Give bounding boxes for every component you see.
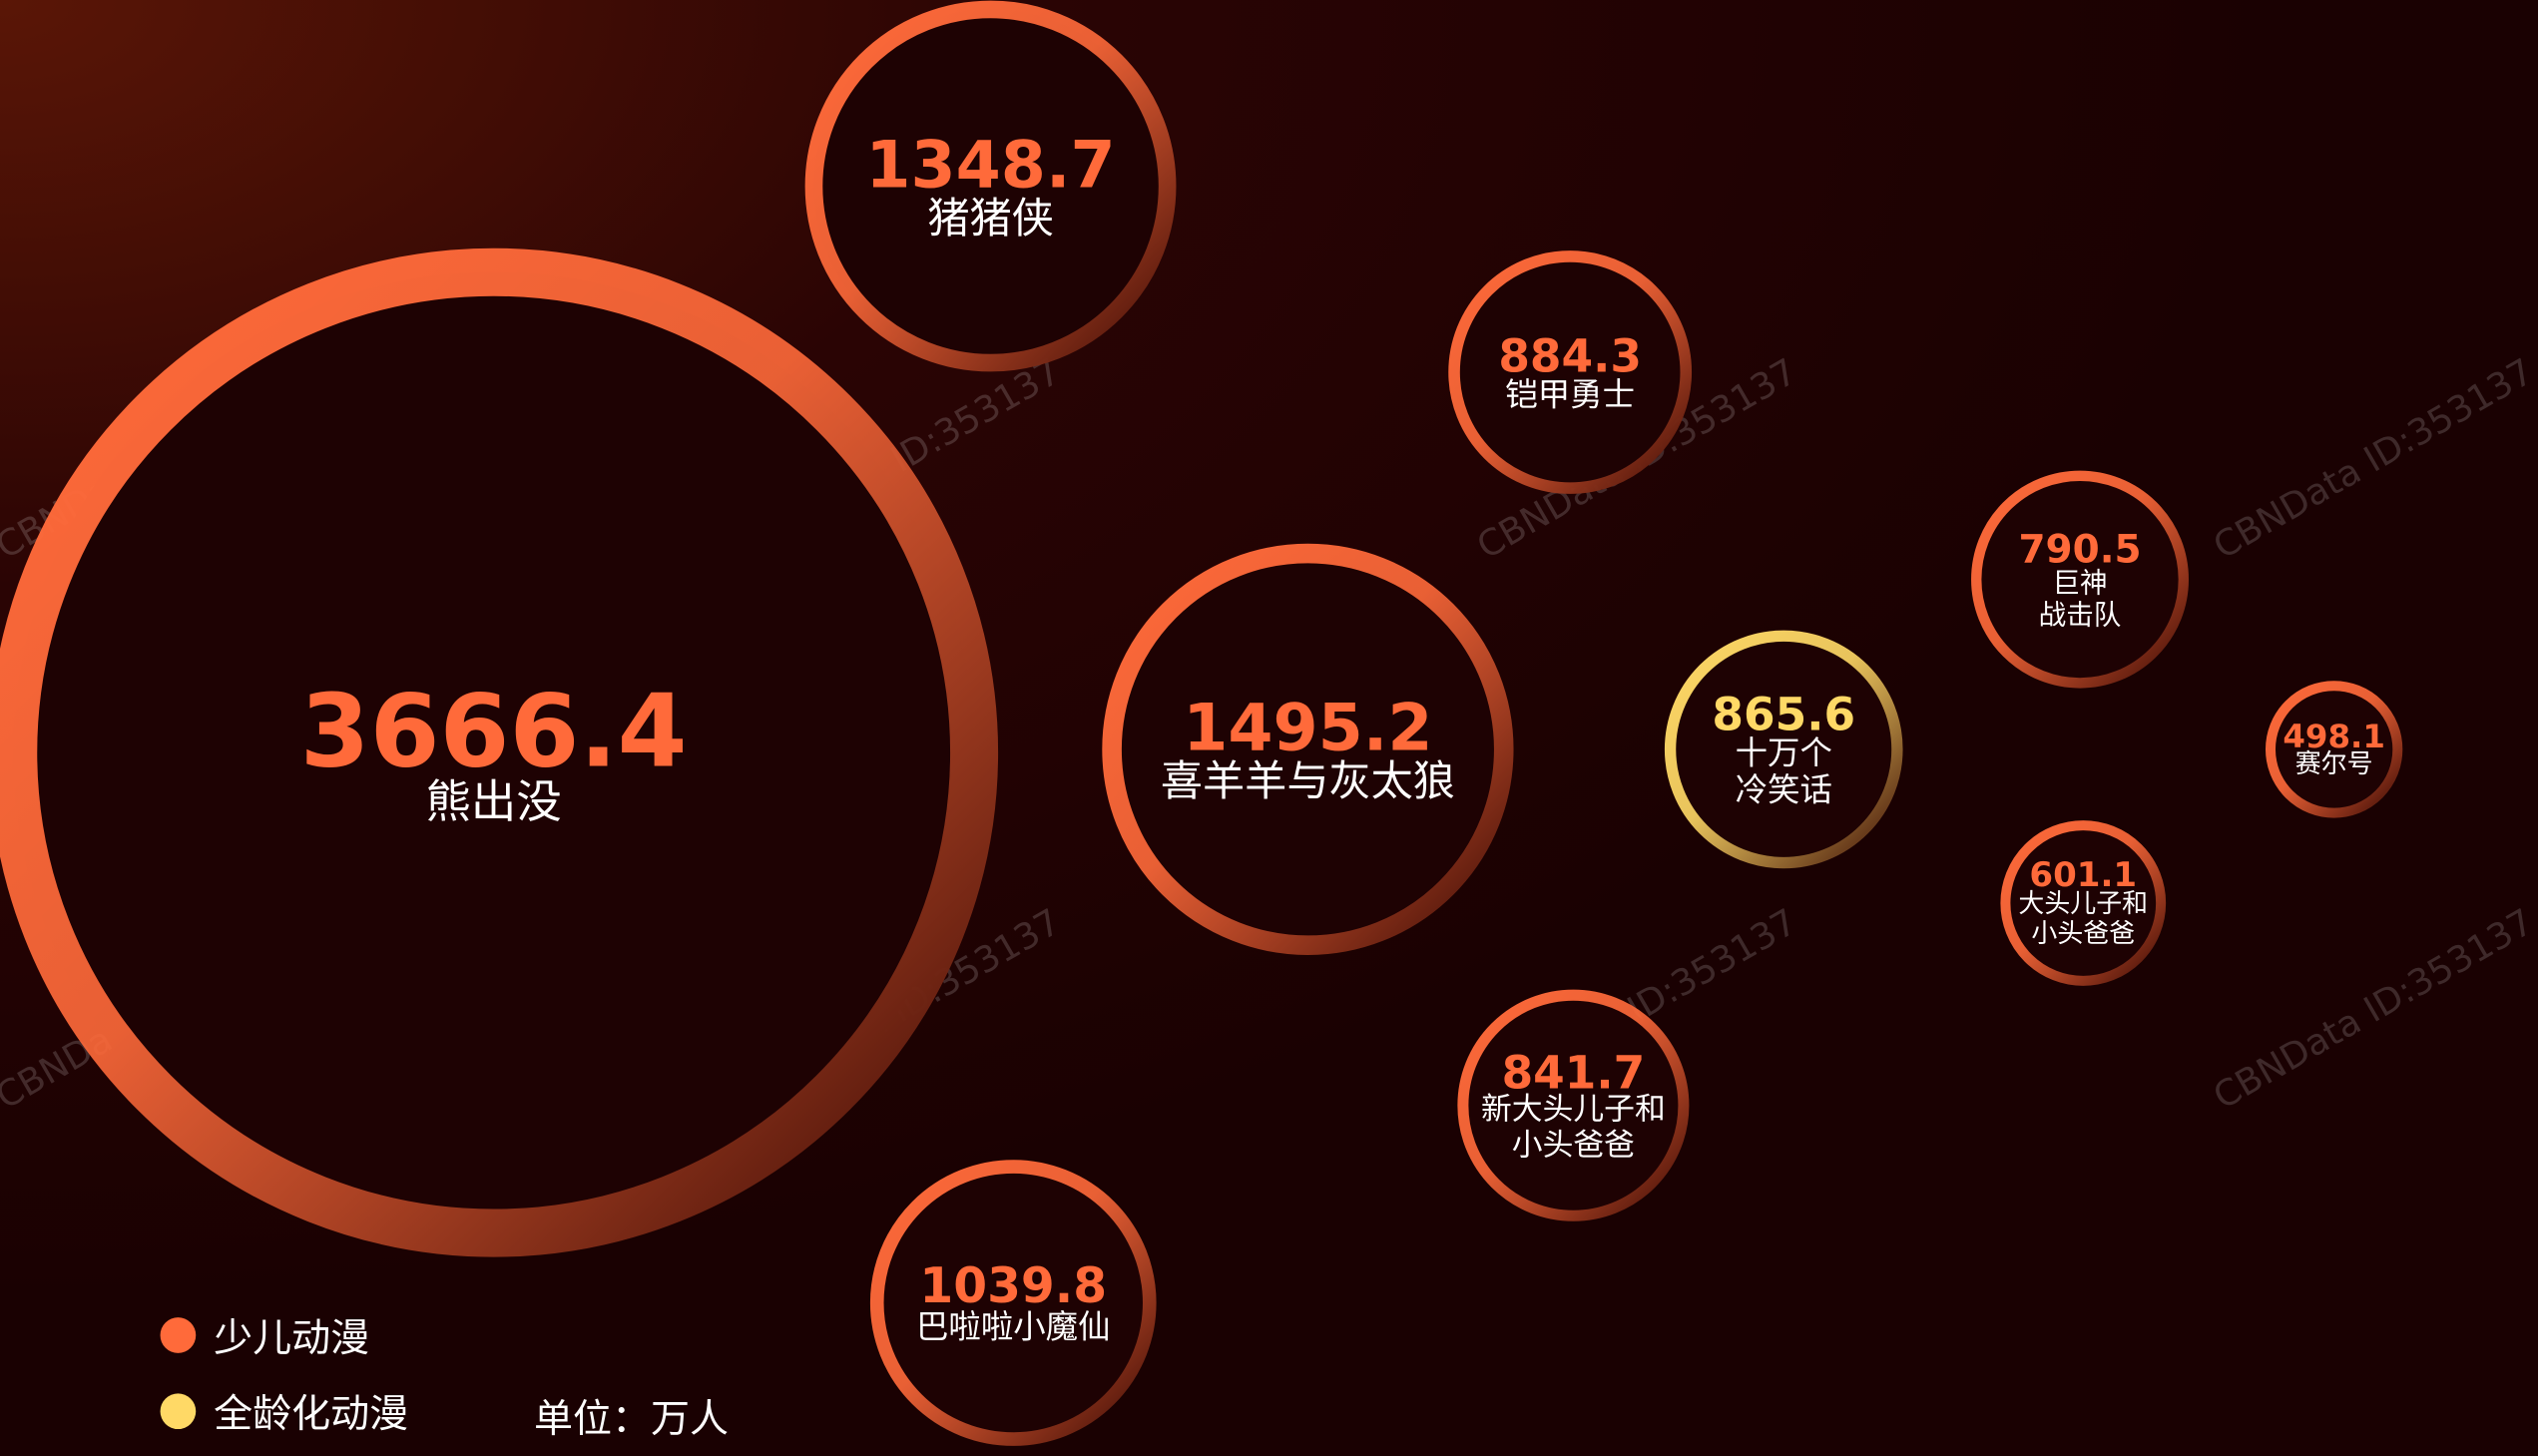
bubble-label: 赛尔号 [2294,749,2373,780]
bubble [1664,630,1903,869]
bubble-label: 铠甲勇士 [1505,375,1635,414]
bubble-label: 巴啦啦小魔仙 [915,1307,1111,1346]
bubble-label: 猪猪侠 [927,193,1054,243]
bubble-value: 865.6 [1712,688,1856,741]
bubble-label: 大头儿子和 小头爸爸 [2018,889,2149,949]
unit-label: 单位：万人 [534,1397,730,1442]
bubble [804,0,1177,372]
legend-swatch [160,1393,197,1430]
bubble-label: 新大头儿子和 小头爸爸 [1481,1091,1666,1164]
bubble [2000,820,2167,986]
bubble [1448,250,1693,494]
bubble-value: 1348.7 [865,128,1116,203]
bubble-value: 790.5 [2018,527,2142,573]
bubble-value: 498.1 [2283,717,2385,755]
bubble [2265,681,2403,818]
legend-label: 全龄化动漫 [214,1392,409,1438]
bubble-label: 熊出没 [425,775,562,829]
bubble [1102,543,1514,956]
legend-swatch [160,1317,197,1353]
bubble [1971,470,2190,689]
bubble-value: 841.7 [1501,1046,1646,1100]
bubble [1457,989,1690,1221]
bubble-label: 喜羊羊与灰太狼 [1160,756,1455,806]
bubble [869,1160,1157,1446]
bubble [0,247,998,1257]
bubble-value: 1495.2 [1183,691,1433,766]
bubble-value: 3666.4 [299,673,688,790]
bubble-value: 884.3 [1498,329,1642,383]
bubble-label: 十万个 冷笑话 [1735,733,1832,809]
bubble-value: 601.1 [2029,854,2138,895]
legend-label: 少儿动漫 [214,1315,370,1361]
bubble-label: 巨神 战击队 [2038,566,2122,632]
bubble-value: 1039.8 [919,1258,1108,1315]
